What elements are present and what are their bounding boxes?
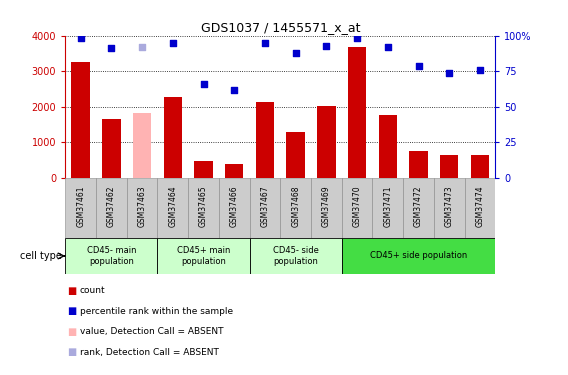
- Bar: [311, 178, 342, 238]
- Text: percentile rank within the sample: percentile rank within the sample: [80, 307, 233, 316]
- Bar: [188, 178, 219, 238]
- Text: CD45+ main
population: CD45+ main population: [177, 246, 230, 266]
- Bar: [219, 178, 249, 238]
- Text: GSM37472: GSM37472: [414, 185, 423, 226]
- Point: [353, 36, 362, 42]
- Bar: [317, 106, 336, 178]
- Text: CD45- side
population: CD45- side population: [273, 246, 319, 266]
- Point: [229, 87, 239, 93]
- Text: CD45+ side population: CD45+ side population: [370, 252, 467, 261]
- Text: GSM37467: GSM37467: [261, 185, 269, 227]
- Bar: [440, 155, 458, 178]
- Text: GSM37470: GSM37470: [353, 185, 362, 227]
- Bar: [225, 164, 244, 178]
- Text: GSM37473: GSM37473: [445, 185, 454, 227]
- Text: GSM37474: GSM37474: [475, 185, 485, 227]
- Bar: [256, 102, 274, 178]
- Bar: [373, 178, 403, 238]
- Bar: [102, 119, 120, 178]
- Point: [414, 63, 423, 69]
- Bar: [410, 151, 428, 178]
- Point: [260, 40, 269, 46]
- Point: [199, 81, 208, 87]
- Text: ■: ■: [68, 327, 77, 337]
- Text: ■: ■: [68, 286, 77, 296]
- Bar: [96, 178, 127, 238]
- Point: [383, 44, 392, 50]
- Bar: [72, 62, 90, 178]
- Bar: [249, 178, 281, 238]
- Point: [137, 44, 147, 50]
- Text: GSM37471: GSM37471: [383, 185, 392, 226]
- Title: GDS1037 / 1455571_x_at: GDS1037 / 1455571_x_at: [201, 21, 360, 34]
- Text: count: count: [80, 286, 105, 295]
- Text: CD45- main
population: CD45- main population: [87, 246, 136, 266]
- Point: [445, 70, 454, 76]
- Text: ■: ■: [68, 348, 77, 357]
- Text: rank, Detection Call = ABSENT: rank, Detection Call = ABSENT: [80, 348, 218, 357]
- Bar: [249, 238, 342, 274]
- Bar: [434, 178, 465, 238]
- Bar: [157, 178, 188, 238]
- Text: GSM37469: GSM37469: [322, 185, 331, 227]
- Point: [475, 67, 485, 73]
- Text: cell type: cell type: [20, 251, 62, 261]
- Bar: [157, 238, 249, 274]
- Text: GSM37468: GSM37468: [291, 185, 300, 226]
- Text: value, Detection Call = ABSENT: value, Detection Call = ABSENT: [80, 327, 223, 336]
- Bar: [133, 113, 151, 178]
- Point: [76, 36, 85, 42]
- Text: GSM37462: GSM37462: [107, 185, 116, 226]
- Text: GSM37463: GSM37463: [137, 185, 147, 227]
- Text: ■: ■: [68, 306, 77, 316]
- Bar: [465, 178, 495, 238]
- Text: GSM37466: GSM37466: [229, 185, 239, 227]
- Text: GSM37465: GSM37465: [199, 185, 208, 227]
- Point: [322, 43, 331, 49]
- Point: [291, 50, 300, 56]
- Text: GSM37461: GSM37461: [76, 185, 85, 226]
- Bar: [164, 97, 182, 178]
- Bar: [127, 178, 157, 238]
- Bar: [286, 132, 305, 178]
- Bar: [348, 47, 366, 178]
- Bar: [471, 155, 489, 178]
- Text: GSM37464: GSM37464: [168, 185, 177, 227]
- Bar: [65, 238, 157, 274]
- Bar: [342, 238, 495, 274]
- Bar: [65, 178, 96, 238]
- Bar: [194, 160, 213, 178]
- Point: [168, 40, 177, 46]
- Bar: [403, 178, 434, 238]
- Point: [107, 45, 116, 51]
- Bar: [281, 178, 311, 238]
- Bar: [379, 115, 397, 178]
- Bar: [342, 178, 373, 238]
